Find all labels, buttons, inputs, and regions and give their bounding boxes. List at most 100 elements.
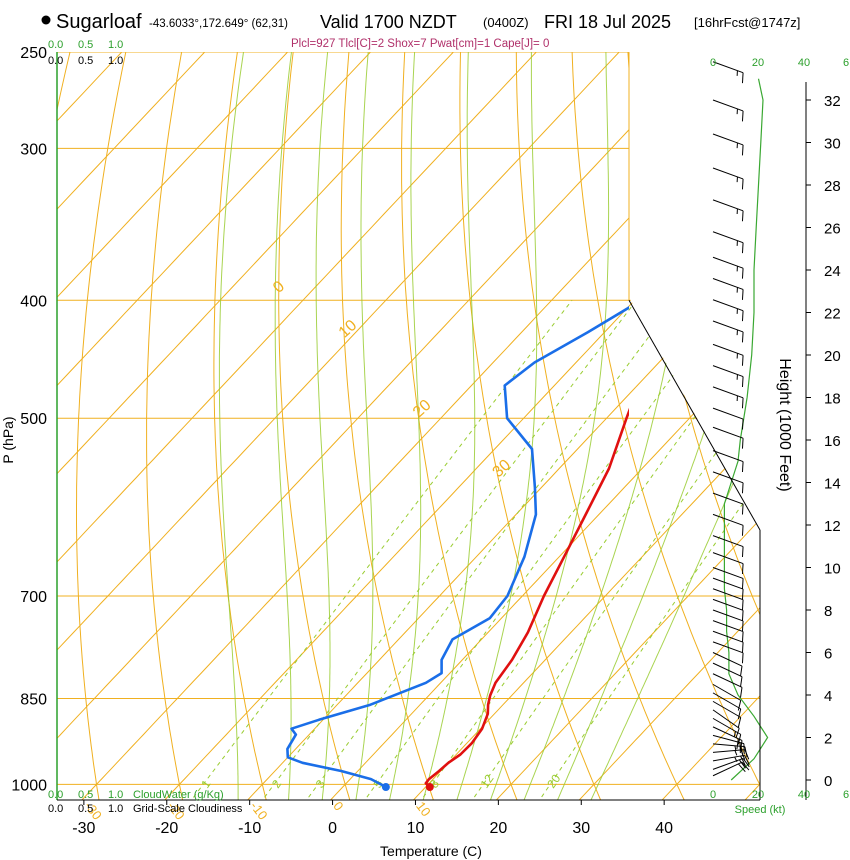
wind-barb (712, 61, 744, 84)
cloudiness-label: Grid-Scale Cloudiness (133, 803, 243, 815)
cloud-scale-top-2: 1.0 (108, 39, 123, 51)
cloudiness-top-0: 0.0 (48, 55, 63, 67)
dry-adiabat-0 (278, 52, 354, 800)
wind-barb (712, 652, 743, 677)
wind-barb (712, 320, 744, 343)
utc-time: (0400Z) (483, 15, 529, 30)
wind-speed-profile (723, 78, 769, 781)
p-tick-300: 300 (20, 141, 47, 158)
station-coords: -43.6033°,172.649° (62,31) (149, 18, 288, 30)
isotherm-label-10: 10 (413, 799, 434, 820)
speed-tick-top-3: 6 (843, 57, 849, 69)
moist-adiabat-8 (386, 52, 422, 800)
p-tick-250: 250 (20, 45, 47, 62)
x-tick-0: 0 (328, 820, 337, 837)
speed-axis-title: Speed (kt) (735, 804, 786, 816)
x-tick-40: 40 (655, 820, 673, 837)
height-tick-26: 26 (824, 221, 841, 238)
cloud-scale-top-0: 0.0 (48, 39, 63, 51)
wind-barb (712, 726, 743, 751)
dry-adiabat-20 (401, 52, 522, 800)
height-tick-24: 24 (824, 263, 841, 280)
height-tick-18: 18 (824, 391, 841, 408)
wind-barb (712, 407, 744, 430)
height-tick-4: 4 (824, 688, 832, 705)
wind-barb (712, 492, 744, 515)
surface-marker-temperature (425, 783, 434, 792)
x-tick-10: 10 (407, 820, 425, 837)
moist-adiabat-4 (353, 52, 374, 800)
wind-barb (712, 761, 750, 777)
wind-barb (712, 552, 744, 575)
isotherm--30 (81, 52, 760, 800)
wind-barb (712, 450, 744, 473)
indices-text: Plcl=927 Tlcl[C]=2 Shox=7 Pwat[cm]=1 Cap… (291, 38, 549, 50)
dry-adiabat--20 (146, 52, 186, 800)
x-tick-20: 20 (489, 820, 507, 837)
forecast-info: [16hrFcst@1747z] (694, 15, 800, 30)
dewpoint-profile (286, 306, 629, 789)
wind-barb (712, 673, 743, 698)
isotherm--40 (57, 52, 703, 800)
wind-barb (712, 683, 742, 711)
wind-barb (712, 365, 744, 388)
x-tick--20: -20 (155, 820, 178, 837)
height-tick-2: 2 (824, 731, 832, 748)
dry-adiabat-40 (515, 52, 690, 800)
moist-adiabat-0 (315, 52, 331, 800)
x-tick--30: -30 (72, 820, 95, 837)
dry-adiabat-30 (459, 52, 606, 800)
wind-barb (712, 426, 744, 449)
isotherm--50 (57, 52, 620, 800)
valid-date: FRI 18 Jul 2025 (544, 12, 671, 32)
isotherm--70 (57, 52, 454, 800)
p-tick-1000: 1000 (11, 777, 47, 794)
moist-adiabat--4 (274, 52, 292, 800)
mixing-ratio-2 (254, 299, 637, 800)
isotherm-10 (413, 52, 760, 800)
station-name: Sugarloaf (56, 11, 142, 33)
cloudwater-label: CloudWater (g/Kg) (133, 789, 224, 801)
height-tick-22: 22 (824, 306, 841, 323)
height-tick-0: 0 (824, 773, 832, 790)
cloud-scale-bottom-2: 1.0 (108, 789, 123, 801)
wind-barb (712, 743, 748, 757)
height-axis-title: Height (1000 Feet) (776, 358, 793, 491)
p-tick-700: 700 (20, 589, 47, 606)
cloud-scale-bottom-1: 0.5 (78, 789, 93, 801)
plot-area (57, 52, 629, 800)
cloudiness-bottom-1: 0.5 (78, 803, 93, 815)
dry-adiabat-90 (792, 30, 850, 810)
isotherm--80 (57, 52, 371, 800)
wind-barb (712, 757, 750, 770)
isotherm-40 (661, 52, 760, 800)
wind-barb (712, 299, 744, 322)
wind-barb (712, 754, 750, 766)
mixing-ratio-5 (357, 300, 730, 800)
wind-barb (712, 278, 744, 300)
wind-barb (712, 199, 744, 222)
station-dot (41, 15, 51, 25)
y-axis-title: P (hPa) (0, 416, 16, 463)
cloud-scale-top-1: 0.5 (78, 39, 93, 51)
wind-barb (712, 343, 744, 366)
wind-barb (712, 577, 744, 600)
height-tick-14: 14 (824, 476, 841, 493)
mixing-ratio-1 (183, 299, 573, 800)
wind-barb (712, 99, 744, 122)
p-tick-400: 400 (20, 293, 47, 310)
isotherm--90 (57, 52, 288, 800)
wind-barb (712, 535, 744, 558)
wind-barb (712, 386, 744, 409)
wind-barb (712, 700, 742, 728)
isotherm-30 (578, 52, 760, 800)
cloudiness-bottom-0: 0.0 (48, 803, 63, 815)
height-tick-6: 6 (824, 646, 832, 663)
cloudiness-top-1: 0.5 (78, 55, 93, 67)
cloudiness-bottom-2: 1.0 (108, 803, 123, 815)
wind-barb (712, 630, 744, 653)
cloud-scale-bottom-0: 0.0 (48, 789, 63, 801)
speed-tick-bottom-0: 0 (710, 789, 716, 801)
height-tick-30: 30 (824, 136, 841, 153)
wind-barb (712, 256, 744, 279)
